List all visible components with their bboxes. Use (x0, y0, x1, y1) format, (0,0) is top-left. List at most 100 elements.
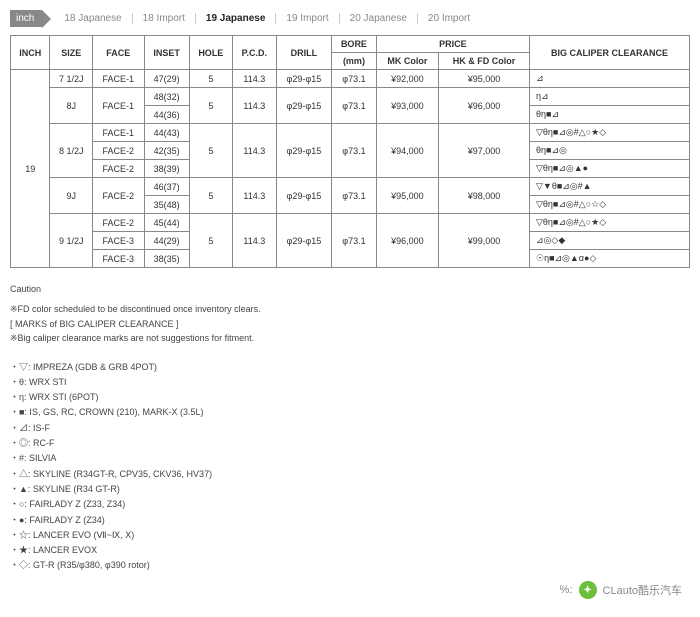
cell-bore: φ73.1 (332, 214, 377, 268)
caution-line: ※FD color scheduled to be discontinued o… (10, 302, 690, 316)
tab-item[interactable]: 18 Japanese (54, 13, 132, 24)
cell-clearance: θη■⊿ (530, 106, 690, 124)
th-drill: DRILL (276, 36, 332, 70)
cell-clearance: ▽θη■⊿◎#△○☆◇ (530, 196, 690, 214)
legend-line: ・■: IS, GS, RC, CROWN (210), MARK-X (3.5… (10, 405, 690, 420)
tabs-bar: inch 18 Japanese18 Import19 Japanese19 I… (10, 10, 690, 27)
cell-bore: φ73.1 (332, 88, 377, 124)
cell-hk: ¥99,000 (439, 214, 530, 268)
cell-inset: 44(36) (144, 106, 189, 124)
cell-pcd: 114.3 (232, 178, 276, 214)
cell-inset: 44(29) (144, 232, 189, 250)
table-row: 9JFACE-246(37)5114.3φ29-φ15φ73.1¥95,000¥… (11, 178, 690, 196)
cell-hole: 5 (189, 124, 232, 178)
table-row: 9 1/2JFACE-245(44)5114.3φ29-φ15φ73.1¥96,… (11, 214, 690, 232)
legend-line: ・◇: GT-R (R35/φ380, φ390 rotor) (10, 558, 690, 573)
cell-clearance: η⊿ (530, 88, 690, 106)
cell-pcd: 114.3 (232, 214, 276, 268)
cell-mk: ¥96,000 (376, 214, 438, 268)
th-bore-sub: (mm) (332, 53, 377, 70)
cell-mk: ¥92,000 (376, 70, 438, 88)
spec-table: INCH SIZE FACE INSET HOLE P.C.D. DRILL B… (10, 35, 690, 268)
cell-face: FACE-2 (93, 178, 145, 214)
cell-inset: 46(37) (144, 178, 189, 196)
cell-bore: φ73.1 (332, 178, 377, 214)
th-inch: INCH (11, 36, 50, 70)
cell-face: FACE-1 (93, 88, 145, 124)
cell-clearance: ☉η■⊿◎▲α●◇ (530, 250, 690, 268)
th-bore: BORE (332, 36, 377, 53)
th-price: PRICE (376, 36, 529, 53)
th-clear: BIG CALIPER CLEARANCE (530, 36, 690, 70)
th-inset: INSET (144, 36, 189, 70)
cell-clearance: ▽θη■⊿◎▲● (530, 160, 690, 178)
cell-clearance: ⊿◎◇◆ (530, 232, 690, 250)
cell-clearance: ▽θη■⊿◎#△○★◇ (530, 214, 690, 232)
cell-bore: φ73.1 (332, 124, 377, 178)
legend-line: ・△: SKYLINE (R34GT-R, CPV35, CKV36, HV37… (10, 467, 690, 482)
legend-line: ・▽: IMPREZA (GDB & GRB 4POT) (10, 360, 690, 375)
cell-inch: 19 (11, 70, 50, 268)
cell-clearance: ▽▼θ■⊿◎#▲ (530, 178, 690, 196)
cell-inset: 45(44) (144, 214, 189, 232)
cell-hk: ¥96,000 (439, 88, 530, 124)
cell-inset: 38(39) (144, 160, 189, 178)
cell-inset: 44(43) (144, 124, 189, 142)
cell-hole: 5 (189, 70, 232, 88)
cell-face: FACE-3 (93, 232, 145, 250)
cell-mk: ¥93,000 (376, 88, 438, 124)
watermark-text: CLauto酷乐汽车 (603, 582, 682, 598)
cell-size: 8J (50, 88, 93, 124)
th-hole: HOLE (189, 36, 232, 70)
th-size: SIZE (50, 36, 93, 70)
cell-mk: ¥95,000 (376, 178, 438, 214)
legend-line: ・θ: WRX STI (10, 375, 690, 390)
cell-bore: φ73.1 (332, 70, 377, 88)
th-pcd: P.C.D. (232, 36, 276, 70)
legend-line: ・⊿: IS-F (10, 421, 690, 436)
cell-inset: 42(35) (144, 142, 189, 160)
cell-size: 7 1/2J (50, 70, 93, 88)
th-price-hk: HK & FD Color (439, 53, 530, 70)
cell-hk: ¥98,000 (439, 178, 530, 214)
th-price-mk: MK Color (376, 53, 438, 70)
legend-line: ・▲: SKYLINE (R34 GT-R) (10, 482, 690, 497)
cell-hole: 5 (189, 88, 232, 124)
legend-line: ・★: LANCER EVOⅩ (10, 543, 690, 558)
tab-item[interactable]: 19 Import (276, 13, 339, 24)
cell-size: 9J (50, 178, 93, 214)
wechat-icon: ✦ (579, 581, 597, 599)
cell-size: 9 1/2J (50, 214, 93, 268)
cell-drill: φ29-φ15 (276, 124, 332, 178)
cell-face: FACE-2 (93, 214, 145, 232)
cell-pcd: 114.3 (232, 88, 276, 124)
watermark-prefix: %: (560, 584, 573, 596)
legend-block: ・▽: IMPREZA (GDB & GRB 4POT)・θ: WRX STI ・… (10, 360, 690, 574)
tab-item[interactable]: 20 Import (418, 13, 480, 24)
cell-face: FACE-2 (93, 142, 145, 160)
table-row: 8 1/2JFACE-144(43)5114.3φ29-φ15φ73.1¥94,… (11, 124, 690, 142)
cell-face: FACE-1 (93, 124, 145, 142)
tab-item[interactable]: 18 Import (133, 13, 196, 24)
caution-block: Caution ※FD color scheduled to be discon… (10, 282, 690, 346)
legend-line: ・◎: RC-F (10, 436, 690, 451)
cell-clearance: ⊿ (530, 70, 690, 88)
cell-inset: 35(48) (144, 196, 189, 214)
cell-drill: φ29-φ15 (276, 214, 332, 268)
th-face: FACE (93, 36, 145, 70)
cell-hole: 5 (189, 214, 232, 268)
legend-line: ・#: SILVIA (10, 451, 690, 466)
caution-header: Caution (10, 282, 690, 296)
cell-clearance: θη■⊿◎ (530, 142, 690, 160)
legend-line: ・●: FAIRLADY Z (Z34) (10, 513, 690, 528)
table-row: 8JFACE-148(32)5114.3φ29-φ15φ73.1¥93,000¥… (11, 88, 690, 106)
cell-pcd: 114.3 (232, 124, 276, 178)
tab-item[interactable]: 20 Japanese (340, 13, 418, 24)
tab-item[interactable]: 19 Japanese (196, 13, 277, 24)
cell-inset: 38(35) (144, 250, 189, 268)
legend-line: ・☆: LANCER EVO (Ⅶ~Ⅸ, Ⅹ) (10, 528, 690, 543)
cell-clearance: ▽θη■⊿◎#△○★◇ (530, 124, 690, 142)
cell-drill: φ29-φ15 (276, 70, 332, 88)
cell-mk: ¥94,000 (376, 124, 438, 178)
cell-hole: 5 (189, 178, 232, 214)
